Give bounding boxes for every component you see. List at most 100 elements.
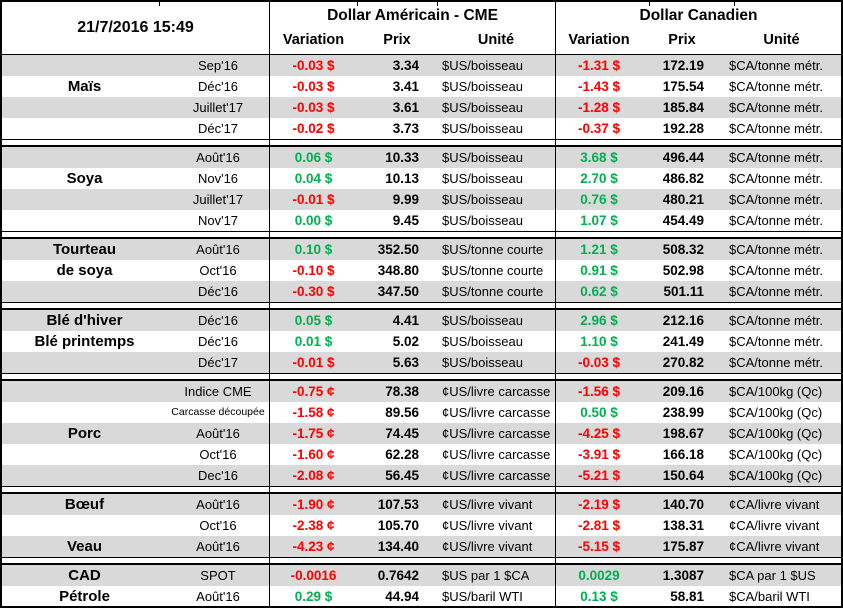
ca-price: 486.82 <box>662 171 704 186</box>
ca-unit: $CA/100kg (Qc) <box>729 468 823 483</box>
commodity-label <box>2 55 167 76</box>
us-variation: 0.29 $ <box>269 586 357 606</box>
contract-month: Oct'16 <box>199 263 237 278</box>
us-variation: -0.01 $ <box>269 189 357 210</box>
ca-price: 209.16 <box>662 384 704 399</box>
us-unit: $US/boisseau <box>442 313 523 328</box>
table-row-boeuf-veau-0: Bœuf Août'16 -1.90 ¢ 107.53 ¢US/livre vivant… <box>2 494 841 515</box>
table-row-mais-1: Maïs Déc'16 -0.03 $ 3.41 $US/boisseau -1.43 $… <box>2 76 841 97</box>
ca-unit: $CA/100kg (Qc) <box>729 447 823 462</box>
ca-unit: $CA/tonne métr. <box>729 263 823 278</box>
ca-price: 185.84 <box>662 100 704 115</box>
table-row-ble-1: Blé printemps Déc'16 0.01 $ 5.02 $US/boissea… <box>2 331 841 352</box>
us-unit: $US/boisseau <box>442 334 523 349</box>
table-row-cad-petrole-0: CAD SPOT -0.0016 0.7642 $US par 1 $CA 0.0029 1… <box>2 565 841 586</box>
commodity-label: Blé d'hiver <box>46 312 123 329</box>
ca-unit: $CA/tonne métr. <box>729 150 823 165</box>
commodity-label <box>2 465 167 486</box>
us-variation: -2.08 ¢ <box>269 465 357 486</box>
ca-dollar-group-header: Dollar Canadien <box>555 2 841 28</box>
us-variation: -0.75 ¢ <box>269 381 357 402</box>
contract-month: Déc'16 <box>197 284 239 299</box>
separator-cell <box>269 487 555 492</box>
us-unite-header: Unité <box>477 32 515 48</box>
ca-variation: 1.21 $ <box>555 239 642 260</box>
us-variation: -0.10 $ <box>269 260 357 281</box>
us-variation: -0.02 $ <box>269 118 357 139</box>
ca-price: 140.70 <box>662 497 704 512</box>
ca-variation: 2.70 $ <box>555 168 642 189</box>
commodity-label: CAD <box>68 567 101 584</box>
separator-cell <box>555 374 841 379</box>
ca-variation: 0.76 $ <box>555 189 642 210</box>
ca-unit: $CA/tonne métr. <box>729 213 823 228</box>
us-variation: -0.03 $ <box>269 55 357 76</box>
table-row-ble-2: Déc'17 -0.01 $ 5.63 $US/boisseau -0.03 $ 270.… <box>2 352 841 373</box>
separator-cell <box>2 558 269 563</box>
ca-unit: $CA/tonne métr. <box>729 100 823 115</box>
ca-prix-header: Prix <box>668 32 696 48</box>
contract-month: Août'16 <box>196 497 240 512</box>
us-unit: $US/boisseau <box>442 100 523 115</box>
ca-unit: ¢CA/livre vivant <box>729 497 820 512</box>
ca-price: 238.99 <box>662 405 704 420</box>
ca-unit: $CA/baril WTI <box>729 589 810 604</box>
us-price: 348.80 <box>377 263 419 278</box>
commodity-label <box>2 281 167 302</box>
commodity-label: Veau <box>66 538 103 555</box>
gridline-stub <box>437 2 438 6</box>
ca-unit: $CA/tonne métr. <box>729 121 823 136</box>
us-unit: $US/boisseau <box>442 58 523 73</box>
commodity-label: Porc <box>67 425 102 442</box>
us-price: 44.94 <box>385 589 419 604</box>
us-variation: -2.38 ¢ <box>269 515 357 536</box>
us-price: 56.45 <box>385 468 419 483</box>
commodity-label <box>2 118 167 139</box>
contract-month: Août'16 <box>196 150 240 165</box>
separator-cell <box>555 303 841 308</box>
gridline-stub <box>357 2 358 6</box>
us-variation-header: Variation <box>269 28 357 54</box>
commodity-label: Blé printemps <box>34 333 135 350</box>
ca-variation: 0.0029 <box>555 565 642 586</box>
ca-price: 508.32 <box>662 242 704 257</box>
us-variation: -0.03 $ <box>269 76 357 97</box>
us-unit: ¢US/livre carcasse <box>442 405 551 420</box>
ca-price: 166.18 <box>662 447 704 462</box>
table-row-mais-0: Sep'16 -0.03 $ 3.34 $US/boisseau -1.31 $ 172.… <box>2 55 841 76</box>
ca-variation: -0.03 $ <box>555 352 642 373</box>
commodity-label <box>2 189 167 210</box>
commodity-label: Bœuf <box>64 496 105 513</box>
ca-unite-header: Unité <box>763 32 800 48</box>
us-price: 347.50 <box>377 284 419 299</box>
us-unit: $US/boisseau <box>442 150 523 165</box>
table-row-porc-2: Porc Août'16 -1.75 ¢ 74.45 ¢US/livre carcass… <box>2 423 841 444</box>
us-variation: -1.75 ¢ <box>269 423 357 444</box>
gridline-stub <box>649 2 650 6</box>
us-price: 10.33 <box>385 150 419 165</box>
ca-variation: 0.13 $ <box>555 586 642 606</box>
contract-month: Dec'16 <box>197 468 239 483</box>
separator-cell <box>269 303 555 308</box>
table-row-tourteau-de-soya-2: Déc'16 -0.30 $ 347.50 $US/tonne courte 0.62 … <box>2 281 841 302</box>
ca-variation: -1.28 $ <box>555 97 642 118</box>
us-variation: 0.04 $ <box>269 168 357 189</box>
us-price: 3.73 <box>392 121 419 136</box>
us-price: 107.53 <box>377 497 419 512</box>
contract-month: Déc'17 <box>197 355 239 370</box>
us-variation: 0.05 $ <box>269 310 357 331</box>
us-price: 134.40 <box>377 539 419 554</box>
contract-month: Oct'16 <box>199 447 237 462</box>
ca-unit: $CA/tonne métr. <box>729 192 823 207</box>
us-unit: $US/baril WTI <box>442 589 523 604</box>
commodity-label: Pétrole <box>59 588 110 605</box>
ca-variation: 0.91 $ <box>555 260 642 281</box>
ca-unit: $CA/tonne métr. <box>729 58 823 73</box>
us-price: 3.34 <box>392 58 419 73</box>
separator-cell <box>2 374 269 379</box>
separator-cell <box>555 140 841 145</box>
contract-month: Carcasse découpée <box>171 406 265 418</box>
table-row-mais-3: Déc'17 -0.02 $ 3.73 $US/boisseau -0.37 $ 192.… <box>2 118 841 139</box>
contract-month: Indice CME <box>184 384 252 399</box>
us-variation: -0.01 $ <box>269 352 357 373</box>
